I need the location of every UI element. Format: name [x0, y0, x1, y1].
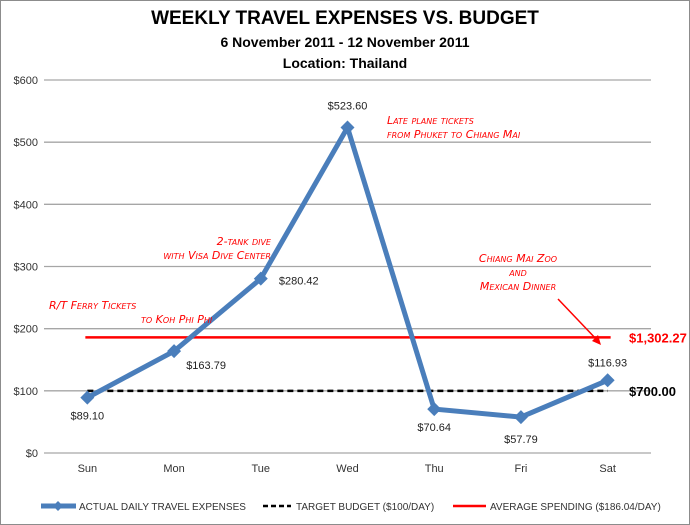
legend-label: AVERAGE SPENDING ($186.04/DAY) — [490, 502, 661, 513]
legend-marker — [53, 501, 63, 511]
annotation-text: with Visa Dive Center — [163, 249, 271, 262]
data-label: $70.64 — [417, 422, 451, 434]
data-label: $89.10 — [71, 411, 105, 423]
annotation-text: to Koh Phi Phi — [141, 313, 213, 326]
chart-title: WEEKLY TRAVEL EXPENSES VS. BUDGET — [151, 8, 539, 29]
arrow-head-icon — [592, 335, 601, 345]
x-tick-label: Mon — [163, 463, 184, 475]
data-point-marker — [340, 120, 355, 135]
data-label: $57.79 — [504, 434, 538, 446]
annotation-text: 2-tank dive — [217, 235, 272, 248]
y-tick-label: $400 — [14, 199, 38, 211]
annotation-text: Chiang Mai Zoo — [479, 252, 557, 265]
y-tick-label: $0 — [26, 448, 38, 460]
annotation-text: and — [508, 266, 527, 279]
data-label: $163.79 — [186, 360, 226, 372]
annotation-text: from Phuket to Chiang Mai — [387, 128, 521, 141]
legend-label: ACTUAL DAILY TRAVEL EXPENSES — [79, 502, 246, 513]
data-point-marker — [253, 271, 268, 286]
data-point-marker — [427, 402, 442, 417]
legend-label: TARGET BUDGET ($100/DAY) — [296, 502, 434, 513]
data-point-marker — [513, 410, 528, 425]
x-tick-label: Thu — [425, 463, 444, 475]
data-label: $116.93 — [588, 357, 627, 369]
x-tick-label: Fri — [515, 463, 528, 475]
y-tick-label: $100 — [14, 386, 38, 398]
chart-subtitle: 6 November 2011 - 12 November 2011 — [220, 34, 470, 50]
y-tick-label: $500 — [14, 137, 38, 149]
y-tick-label: $200 — [14, 324, 38, 336]
annotation-text: Late plane tickets — [387, 114, 474, 127]
x-tick-label: Sun — [78, 463, 98, 475]
data-point-marker — [80, 390, 95, 405]
data-point-marker — [167, 344, 182, 359]
y-tick-label: $300 — [14, 262, 38, 274]
x-tick-label: Sat — [599, 463, 616, 475]
chart-location: Location: Thailand — [282, 55, 408, 71]
data-label: $523.60 — [328, 100, 368, 112]
actual-expenses-line — [86, 121, 609, 420]
x-tick-label: Wed — [336, 463, 358, 475]
average-total-label: $1,302.27 — [629, 330, 687, 345]
annotation-text: R/T Ferry Tickets — [49, 299, 136, 312]
data-point-marker — [600, 373, 615, 388]
target-total-label: $700.00 — [629, 384, 676, 399]
annotation-text: Mexican Dinner — [480, 280, 556, 293]
annotation-arrow — [557, 298, 599, 342]
x-tick-label: Tue — [252, 463, 271, 475]
y-tick-label: $600 — [14, 75, 38, 87]
data-label: $280.42 — [279, 276, 319, 288]
